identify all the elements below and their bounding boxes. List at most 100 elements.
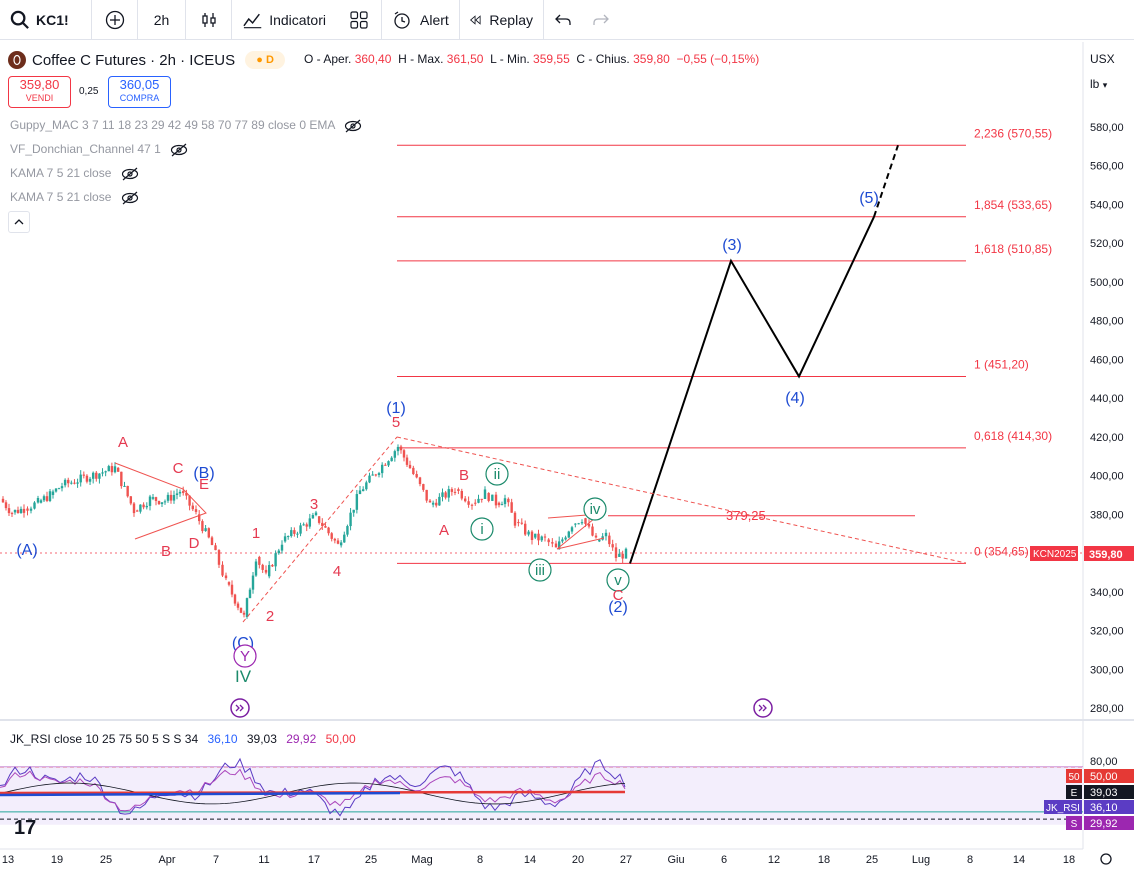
candle-body[interactable] bbox=[520, 522, 523, 524]
candle-body[interactable] bbox=[148, 496, 152, 506]
candle-body[interactable] bbox=[428, 500, 432, 503]
candle-body[interactable] bbox=[7, 508, 11, 514]
candle-body[interactable] bbox=[435, 502, 438, 506]
candle-body[interactable] bbox=[210, 537, 214, 546]
candle-body[interactable] bbox=[497, 502, 501, 506]
candle-body[interactable] bbox=[467, 501, 470, 505]
candle-body[interactable] bbox=[608, 535, 611, 545]
candle-body[interactable] bbox=[101, 472, 104, 474]
candle-body[interactable] bbox=[45, 496, 49, 501]
candle-body[interactable] bbox=[296, 533, 299, 535]
candle-body[interactable] bbox=[558, 541, 561, 550]
candle-body[interactable] bbox=[4, 502, 8, 509]
candle-body[interactable] bbox=[584, 518, 587, 524]
wedge-pattern[interactable] bbox=[547, 513, 605, 550]
candle-body[interactable] bbox=[425, 489, 428, 501]
candle-body[interactable] bbox=[236, 603, 240, 608]
candle-body[interactable] bbox=[13, 509, 17, 513]
candle-body[interactable] bbox=[166, 494, 170, 501]
candle-body[interactable] bbox=[374, 474, 378, 476]
candle-body[interactable] bbox=[172, 494, 176, 501]
candle-body[interactable] bbox=[503, 498, 507, 505]
candle-body[interactable] bbox=[384, 464, 387, 466]
candle-body[interactable] bbox=[169, 494, 173, 501]
candle-body[interactable] bbox=[280, 544, 284, 551]
candle-body[interactable] bbox=[352, 509, 355, 513]
candle-body[interactable] bbox=[524, 523, 527, 535]
undo-button[interactable] bbox=[544, 0, 582, 40]
symbol-search[interactable]: KC1! bbox=[0, 0, 92, 40]
candle-body[interactable] bbox=[477, 498, 480, 503]
candle-body[interactable] bbox=[305, 524, 308, 527]
candle-body[interactable] bbox=[126, 485, 129, 497]
candle-body[interactable] bbox=[239, 607, 243, 613]
candle-body[interactable] bbox=[574, 523, 577, 525]
candle-body[interactable] bbox=[554, 543, 558, 548]
candle-body[interactable] bbox=[387, 461, 390, 466]
candle-body[interactable] bbox=[543, 536, 547, 538]
candle-body[interactable] bbox=[132, 503, 136, 514]
candle-body[interactable] bbox=[33, 502, 36, 509]
candle-body[interactable] bbox=[380, 464, 384, 474]
candle-body[interactable] bbox=[283, 536, 287, 542]
candle-body[interactable] bbox=[396, 446, 400, 452]
candle-body[interactable] bbox=[591, 526, 594, 536]
candle-body[interactable] bbox=[242, 612, 246, 615]
candle-body[interactable] bbox=[530, 531, 534, 540]
candle-body[interactable] bbox=[453, 491, 457, 493]
candle-body[interactable] bbox=[598, 539, 601, 542]
candle-body[interactable] bbox=[113, 466, 117, 473]
candle-body[interactable] bbox=[390, 457, 393, 462]
candle-body[interactable] bbox=[70, 482, 73, 484]
candle-body[interactable] bbox=[547, 539, 550, 543]
buy-button[interactable]: 360,05 COMPRA bbox=[108, 76, 171, 108]
candle-body[interactable] bbox=[293, 530, 296, 534]
candle-body[interactable] bbox=[483, 489, 487, 499]
candle-body[interactable] bbox=[123, 485, 126, 487]
candle-body[interactable] bbox=[324, 526, 327, 528]
candle-body[interactable] bbox=[510, 502, 513, 513]
candle-body[interactable] bbox=[570, 527, 574, 532]
candle-body[interactable] bbox=[339, 542, 343, 546]
candle-body[interactable] bbox=[567, 531, 570, 538]
candle-body[interactable] bbox=[57, 488, 61, 490]
candle-body[interactable] bbox=[621, 553, 624, 559]
candle-body[interactable] bbox=[221, 564, 224, 576]
indicator-donchian[interactable]: VF_Donchian_Channel 47 1 bbox=[10, 142, 188, 157]
candle-body[interactable] bbox=[217, 550, 221, 565]
candle-body[interactable] bbox=[480, 498, 483, 500]
candle-body[interactable] bbox=[402, 450, 406, 458]
candle-body[interactable] bbox=[175, 493, 179, 495]
candle-body[interactable] bbox=[79, 474, 82, 483]
candle-body[interactable] bbox=[517, 522, 520, 524]
candle-body[interactable] bbox=[422, 484, 425, 490]
candle-body[interactable] bbox=[399, 446, 403, 451]
triangle-pattern[interactable] bbox=[114, 462, 207, 540]
circle-arrow-icon[interactable] bbox=[230, 698, 250, 718]
candle-body[interactable] bbox=[264, 569, 268, 573]
candle-body[interactable] bbox=[268, 565, 271, 577]
candle-body[interactable] bbox=[258, 556, 261, 565]
candle-body[interactable] bbox=[393, 451, 397, 458]
candle-body[interactable] bbox=[248, 589, 252, 599]
candle-body[interactable] bbox=[54, 488, 58, 492]
candle-body[interactable] bbox=[470, 504, 474, 506]
candle-body[interactable] bbox=[98, 473, 101, 479]
rsi-blue-level[interactable] bbox=[0, 791, 401, 797]
candle-body[interactable] bbox=[618, 553, 621, 557]
candle-body[interactable] bbox=[494, 494, 498, 506]
candle-body[interactable] bbox=[412, 467, 415, 475]
candle-body[interactable] bbox=[73, 482, 76, 484]
candle-body[interactable] bbox=[271, 565, 274, 567]
candle-body[interactable] bbox=[594, 535, 598, 538]
candle-body[interactable] bbox=[343, 534, 346, 543]
candle-body[interactable] bbox=[587, 523, 591, 527]
collapse-legend-button[interactable] bbox=[8, 211, 30, 233]
candle-body[interactable] bbox=[624, 548, 628, 559]
candle-body[interactable] bbox=[513, 512, 517, 526]
candle-body[interactable] bbox=[302, 524, 305, 526]
candle-body[interactable] bbox=[224, 575, 228, 579]
candle-body[interactable] bbox=[201, 521, 204, 532]
rsi-legend[interactable]: JK_RSI close 10 25 75 50 5 S S 34 36,10 … bbox=[10, 732, 362, 746]
candle-body[interactable] bbox=[551, 542, 554, 544]
